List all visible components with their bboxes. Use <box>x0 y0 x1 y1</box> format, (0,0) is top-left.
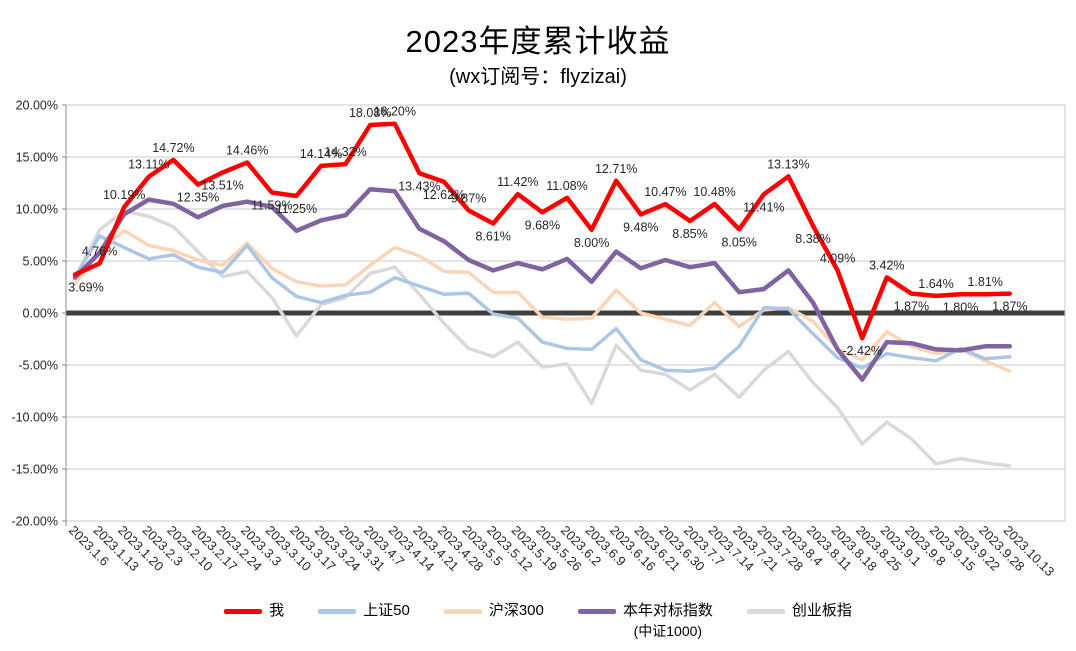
legend-item-me: 我 <box>224 601 284 621</box>
data-label: 11.25% <box>276 202 317 216</box>
series-line-sse50 <box>73 234 1012 373</box>
legend-label-chinext: 创业板指 <box>791 602 852 619</box>
data-label: 11.42% <box>497 175 538 189</box>
legend-line-swatch-chinext <box>746 609 785 614</box>
data-label: 14.32% <box>324 145 366 159</box>
data-label: 1.87% <box>894 300 929 314</box>
data-label: 4.09% <box>820 251 855 265</box>
data-label: 11.59% <box>251 198 292 212</box>
chart-subtitle: (wx订阅号：flyzizai) <box>449 66 627 88</box>
series-line-csi300 <box>73 229 1012 373</box>
data-label: 13.11% <box>128 158 169 172</box>
legend-item-sse50: 上证50 <box>318 601 410 621</box>
data-label: 12.62% <box>423 188 465 202</box>
chart-legend: 我 上证50 沪深300 本年对标指数 (中证1000) 创业板指 <box>0 601 1076 641</box>
data-label: 14.72% <box>152 141 194 155</box>
legend-label-sse50: 上证50 <box>363 602 410 619</box>
data-label: 11.41% <box>743 200 784 214</box>
y-axis-label: 0.00% <box>23 307 58 321</box>
legend-label-csi300: 沪深300 <box>488 602 544 619</box>
legend-label-benchmark-csi1000: 本年对标指数 (中证1000) <box>622 602 713 639</box>
data-label: 10.48% <box>693 185 735 199</box>
data-label: 8.05% <box>721 235 756 249</box>
y-axis-label: -10.00% <box>11 411 58 425</box>
series-line-benchmark-csi1000 <box>72 186 1013 382</box>
y-axis-label: 20.00% <box>16 99 58 113</box>
data-label: 13.51% <box>201 178 243 192</box>
data-label: 8.61% <box>475 229 510 243</box>
legend-line-swatch-me <box>224 609 263 614</box>
data-label: 3.69% <box>68 281 103 295</box>
data-label: 1.80% <box>943 300 978 314</box>
data-label: 18.08% <box>349 106 391 120</box>
data-label: 10.19% <box>103 188 145 202</box>
y-axis-label: -20.00% <box>11 515 58 529</box>
legend-sublabel-benchmark-csi1000: (中证1000) <box>633 623 703 639</box>
data-label: 9.68% <box>525 218 560 232</box>
chart-title: 2023年度累计收益 <box>405 24 671 59</box>
series-line-me <box>72 121 1013 341</box>
legend-line-swatch-csi300 <box>443 609 482 614</box>
data-label: 12.35% <box>177 191 219 205</box>
legend-line-swatch-benchmark-csi1000 <box>577 609 616 614</box>
legend-line-swatch-sse50 <box>318 609 357 614</box>
y-axis-label: -15.00% <box>11 463 58 477</box>
data-label: 4.76% <box>82 244 117 258</box>
series-line-chinext <box>73 209 1012 468</box>
data-label: 9.48% <box>623 220 658 234</box>
data-label: 12.71% <box>595 162 637 176</box>
data-label: 13.43% <box>398 179 440 193</box>
data-label: 9.87% <box>451 191 486 205</box>
data-label: 1.87% <box>992 300 1027 314</box>
data-label: 14.14% <box>300 147 342 161</box>
y-axis-label: 10.00% <box>16 203 58 217</box>
data-label: 11.08% <box>546 179 587 193</box>
data-label: 3.42% <box>869 258 904 272</box>
legend-label-me: 我 <box>269 602 285 619</box>
y-axis-label: 15.00% <box>16 151 58 165</box>
data-label: -2.42% <box>842 344 882 358</box>
data-label: 8.38% <box>795 232 830 246</box>
data-label: 1.81% <box>967 275 1002 289</box>
legend-item-csi300: 沪深300 <box>443 601 544 621</box>
data-label: 10.47% <box>644 185 686 199</box>
legend-item-benchmark-csi1000: 本年对标指数 (中证1000) <box>577 601 713 641</box>
data-label: 14.46% <box>226 144 268 158</box>
data-label: 18.20% <box>374 105 416 119</box>
data-label: 8.00% <box>574 236 609 250</box>
data-label: 1.64% <box>918 277 953 291</box>
data-label: 13.13% <box>767 157 809 171</box>
y-axis-label: -5.00% <box>18 359 58 373</box>
legend-item-chinext: 创业板指 <box>746 601 852 621</box>
y-axis-label: 5.00% <box>23 255 58 269</box>
data-label: 8.85% <box>672 227 707 241</box>
